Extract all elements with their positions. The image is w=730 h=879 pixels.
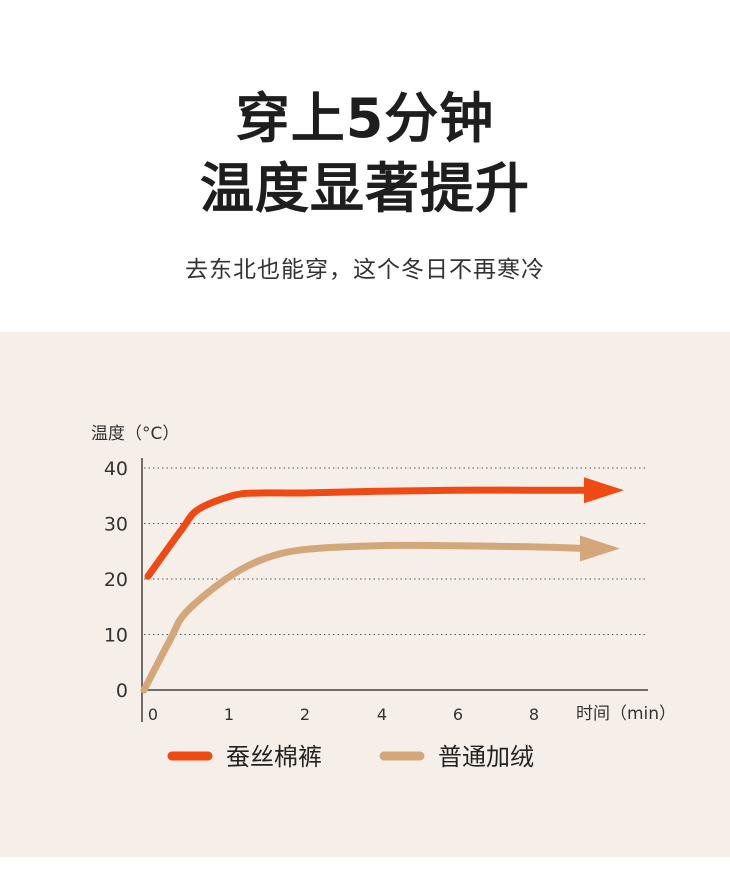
x-tick-label: 4 bbox=[377, 705, 387, 724]
chart-panel bbox=[0, 332, 730, 857]
legend-label: 蚕丝棉裤 bbox=[226, 743, 322, 771]
y-tick-label: 30 bbox=[104, 514, 128, 536]
series-arrowhead-2 bbox=[580, 535, 620, 562]
footer-strip bbox=[0, 857, 730, 879]
x-tick-label: 6 bbox=[453, 705, 463, 724]
y-axis-label: 温度（°C） bbox=[91, 424, 179, 444]
legend-label: 普通加绒 bbox=[438, 743, 534, 771]
series-line-1 bbox=[144, 486, 594, 580]
series-line-2 bbox=[140, 541, 590, 694]
y-tick-label: 0 bbox=[116, 680, 128, 702]
page-subtitle: 去东北也能穿，这个冬日不再寒冷 bbox=[185, 257, 545, 283]
page-title-line1: 穿上5分钟 bbox=[235, 87, 495, 150]
grid-lines bbox=[144, 467, 648, 635]
y-tick-label: 10 bbox=[104, 625, 128, 647]
y-tick-label: 20 bbox=[104, 569, 128, 591]
y-tick-label: 40 bbox=[104, 458, 128, 480]
series-arrowhead-1 bbox=[584, 477, 624, 504]
page-title-line2: 温度显著提升 bbox=[200, 157, 530, 220]
x-axis-label: 时间（min） bbox=[576, 704, 676, 724]
header: 穿上5分钟 温度显著提升 去东北也能穿，这个冬日不再寒冷 bbox=[0, 0, 730, 332]
y-tick-labels: 0 10 20 30 40 bbox=[104, 458, 128, 702]
series-lines bbox=[140, 477, 624, 694]
legend: 蚕丝棉裤 普通加绒 bbox=[167, 743, 534, 771]
x-tick-labels: 0 1 2 4 6 8 bbox=[148, 705, 539, 724]
x-tick-label: 8 bbox=[529, 705, 539, 724]
x-tick-label: 2 bbox=[300, 705, 310, 724]
x-tick-label: 0 bbox=[148, 705, 158, 724]
x-tick-label: 1 bbox=[224, 705, 234, 724]
